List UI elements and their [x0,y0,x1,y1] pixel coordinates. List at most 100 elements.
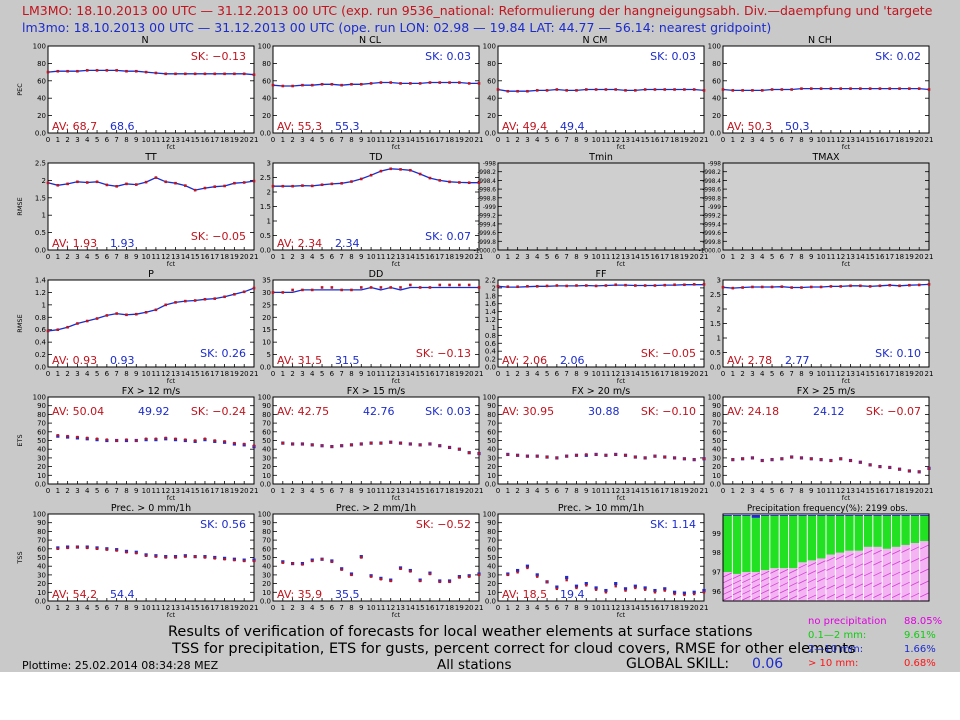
x-tick-label: 19 [455,370,464,378]
point-exp [477,181,481,185]
point-exp [144,554,148,557]
panel-title: FX > 20 m/s [572,386,631,397]
bar-hatch [751,572,761,578]
y-tick-label: 30 [37,454,46,462]
point-ope [535,573,539,577]
point-exp [585,453,588,456]
y-tick-label: 0.0 [710,364,721,372]
y-tick-label: 20 [712,463,721,471]
bar-hatch [816,560,826,566]
point-exp [399,567,402,571]
x-tick-label: 12 [836,487,845,495]
x-tick-label: 8 [349,370,353,378]
y-tick-label: 0.0 [260,130,271,138]
x-tick-label: 21 [700,136,709,144]
point-exp [555,88,559,91]
point-exp [878,284,882,288]
y-tick-label: -999.2 [477,214,496,220]
point-exp [213,439,216,442]
point-exp [927,88,931,91]
x-tick-label: 10 [592,604,601,612]
point-exp [868,463,872,467]
panel-title: Prec. > 10 mm/1h [558,503,644,514]
point-exp [458,81,461,84]
x-tick-label: 10 [817,487,826,495]
point-exp [193,439,197,442]
x-tick-label: 21 [700,370,709,378]
x-tick-label: 11 [601,487,610,495]
point-exp [66,69,69,73]
x-tick-label: 15 [641,487,650,495]
av-exp: AV: 24.18 [727,405,779,418]
point-ope [682,591,686,595]
x-tick-label: 5 [770,487,774,495]
panel-title: TD [368,152,382,163]
x-axis-label: fct [167,611,176,619]
plot-area [272,45,480,134]
x-axis-label: fct [617,611,626,619]
point-exp [174,72,177,76]
point-exp [291,184,294,188]
bar-hatch [826,584,836,590]
x-tick-label: 0 [721,487,725,495]
point-exp [271,184,275,188]
x-tick-label: 3 [300,370,304,378]
panel-title: FF [596,269,607,280]
x-tick-label: 5 [320,253,324,261]
series-line-ope [722,87,930,92]
x-tick-label: 17 [435,253,444,261]
skill-score: SK: 0.03 [425,50,471,63]
bar-hatch [863,571,873,577]
av-ope: 19.4 [560,588,585,601]
point-exp [301,184,304,187]
x-tick-label: 11 [826,136,835,144]
y-tick-label: -999.2 [702,214,721,220]
point-exp [213,557,216,560]
point-exp [66,546,69,550]
x-axis-label: fct [842,260,851,268]
bar-hatch [826,593,836,599]
y-tick-label: 80 [487,411,496,419]
x-tick-label: 2 [515,370,519,378]
point-exp [809,87,813,90]
bar-0-2mm [920,515,929,542]
x-tick-label: 6 [555,370,560,378]
bar-hatch [732,595,742,601]
x-tick-label: 18 [220,604,229,612]
x-tick-label: 13 [396,253,405,261]
x-tick-label: 3 [525,253,529,261]
x-tick-label: 21 [250,604,259,612]
point-exp [418,82,422,85]
x-tick-label: 15 [416,253,425,261]
y-tick-label: 90 [712,402,721,410]
y-tick-label: -999.6 [477,231,496,237]
point-exp [770,285,774,289]
point-exp [66,182,69,186]
y-tick-label: 1.2 [485,316,496,324]
point-exp [604,591,608,594]
bar-hatch [742,584,751,589]
x-tick-label: 0 [46,136,50,144]
x-tick-label: 17 [885,487,894,495]
x-tick-label: 10 [367,604,376,612]
x-tick-label: 2 [515,604,519,612]
point-exp [702,283,706,286]
y-tick-label: 35 [262,277,271,285]
x-tick-label: 9 [359,487,363,495]
y-tick-label: 20 [37,112,46,120]
av-ope: 49.4 [560,120,585,133]
point-exp [409,82,412,85]
x-tick-label: 8 [799,253,803,261]
x-tick-label: 16 [650,253,659,261]
y-tick-label: 70 [262,420,271,428]
x-tick-label: 5 [770,370,774,378]
x-tick-label: 21 [700,487,709,495]
x-tick-label: 9 [584,604,588,612]
y-tick-label: 20 [262,112,271,120]
x-tick-label: 14 [181,370,190,378]
x-tick-label: 19 [905,370,914,378]
point-exp [193,72,197,76]
x-tick-label: 0 [496,487,500,495]
x-tick-label: 5 [95,604,99,612]
y-tick-label: 3 [717,277,721,285]
